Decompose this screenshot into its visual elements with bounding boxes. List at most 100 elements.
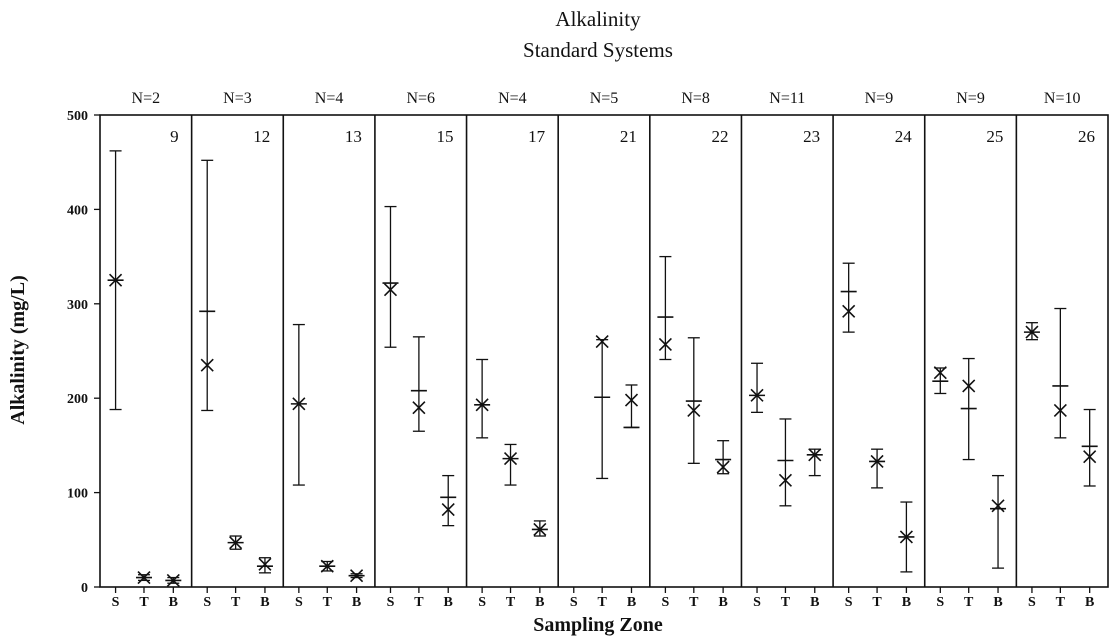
panel-n-label: N=9 [865,90,894,107]
panel-21: N=5 21 S T B [557,90,640,610]
x-tick-label: S [478,595,486,610]
y-axis: 0 100 200 300 400 500 [67,109,100,596]
y-tick-label: 0 [81,581,88,596]
panel-n-label: N=4 [315,90,344,107]
panel-n-label: N=4 [498,90,527,107]
mean-marker [1025,325,1039,339]
x-tick-label: T [689,595,699,610]
panel-system-number: 12 [253,127,270,146]
x-tick-label: S [753,595,761,610]
panel-system-number: 23 [803,127,820,146]
x-tick-label: B [718,595,727,610]
x-tick-label: S [387,595,395,610]
x-axis-title: Sampling Zone [533,614,663,636]
panel-24: N=9 24 S T B [832,90,915,610]
mean-marker [166,573,180,587]
panel-n-label: N=9 [956,90,985,107]
panel-13: N=4 13 S T B [282,90,365,610]
y-tick-label: 200 [67,392,88,407]
panel-n-label: N=5 [590,90,619,107]
mean-marker [441,503,455,517]
x-tick-label: T [414,595,424,610]
panel-9: N=2 9 S T B [107,90,182,610]
mean-marker [933,366,947,380]
plot-frame [99,114,1109,588]
chart-title: Alkalinity [555,7,641,31]
panel-n-label: N=10 [1044,90,1081,107]
mean-marker [778,473,793,487]
panel-n-label: N=11 [769,90,805,107]
panel-23: N=11 23 S T B [740,90,823,610]
x-tick-label: T [964,595,974,610]
panel-25: N=9 25 S T B [923,90,1007,610]
mean-marker [842,304,856,318]
x-tick-label: B [352,595,361,610]
mean-marker [503,452,518,466]
x-tick-label: B [627,595,636,610]
mean-marker [350,569,364,583]
mean-marker [109,273,123,287]
mean-marker [137,570,151,585]
panel-17: N=4 17 S T B [465,90,548,610]
x-tick-label: S [295,595,303,610]
panel-n-label: N=6 [406,90,435,107]
panel-22: N=8 22 S T B [649,90,732,610]
panel-n-label: N=8 [681,90,710,107]
mean-marker [962,379,976,393]
x-tick-label: S [203,595,211,610]
x-tick-label: T [323,595,333,610]
mean-marker [716,460,730,474]
panel-15: N=6 15 S T B [374,90,457,610]
mean-marker [870,454,884,469]
x-tick-label: B [1085,595,1094,610]
x-tick-label: S [936,595,944,610]
panel-12: N=3 12 S T B [190,90,273,610]
mean-marker [687,403,701,418]
panel-system-number: 9 [170,127,179,146]
x-tick-label: T [139,595,149,610]
panel-system-number: 24 [895,127,913,146]
mean-marker [475,398,489,412]
mean-marker [750,388,764,402]
x-tick-label: T [781,595,791,610]
x-tick-label: T [872,595,882,610]
mean-marker [658,337,672,351]
x-tick-label: S [661,595,669,610]
mean-marker [808,448,822,462]
panel-system-number: 22 [711,127,728,146]
x-tick-label: T [231,595,241,610]
y-tick-label: 500 [67,109,88,124]
x-tick-label: B [444,595,453,610]
panel-system-number: 15 [437,127,454,146]
x-tick-label: B [169,595,178,610]
mean-marker [229,536,243,550]
mean-marker [1053,403,1067,418]
x-tick-label: B [993,595,1002,610]
y-tick-label: 300 [67,298,88,313]
mean-marker [200,358,214,372]
mean-marker [624,393,639,407]
x-tick-label: T [597,595,607,610]
x-tick-label: B [535,595,544,610]
x-tick-label: B [902,595,911,610]
mean-marker [320,559,334,573]
panel-system-number: 21 [620,127,637,146]
mean-marker [383,283,398,297]
mean-marker [533,522,547,536]
mean-marker [1083,450,1097,464]
y-tick-label: 100 [67,487,88,502]
x-tick-label: S [1028,595,1036,610]
x-tick-label: B [810,595,819,610]
x-tick-label: S [112,595,120,610]
mean-marker [412,401,426,415]
x-tick-label: S [570,595,578,610]
y-axis-title: Alkalinity (mg/L) [7,275,29,424]
mean-marker [899,530,913,544]
x-tick-label: B [260,595,269,610]
panel-26: N=10 26 S T B [1015,90,1098,610]
x-tick-label: T [506,595,516,610]
panel-system-number: 17 [528,127,546,146]
panel-n-label: N=3 [223,90,252,107]
chart-subtitle: Standard Systems [523,38,673,62]
